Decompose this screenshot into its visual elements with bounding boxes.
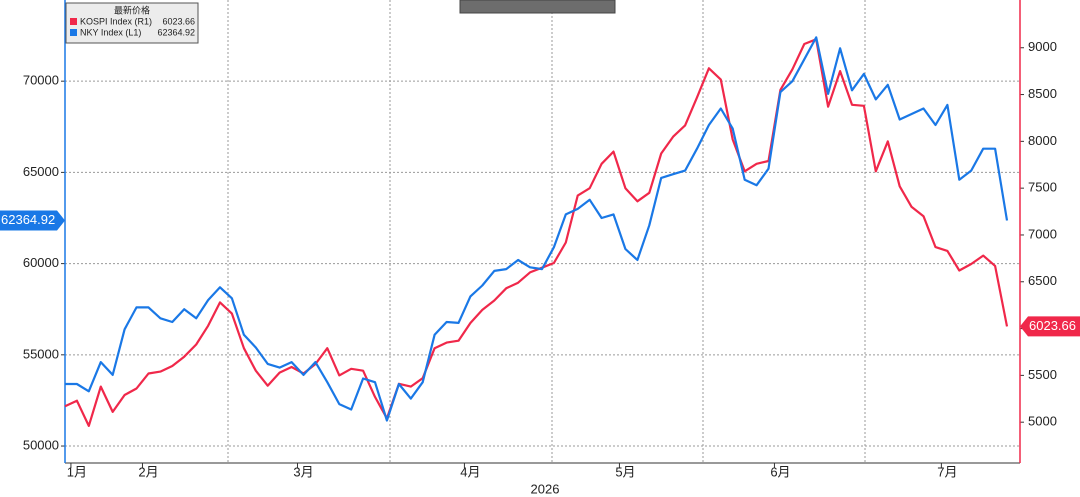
x-tick-label: 4月: [460, 464, 480, 479]
y-tick-label: 55000: [23, 346, 59, 361]
y2-tick-label: 9000: [1028, 39, 1057, 54]
legend-box: [65, 2, 199, 44]
x-tick-label: 7月: [937, 464, 957, 479]
toolbar[interactable]: [459, 0, 616, 14]
y2-tick-label: 8500: [1028, 86, 1057, 101]
y2-tick-label: 7500: [1028, 180, 1057, 195]
x-tick-label: 6月: [770, 464, 790, 479]
y2-tick-label: 6500: [1028, 273, 1057, 288]
last-value-badge: [0, 210, 65, 231]
legend-value: 62364.92: [157, 27, 195, 37]
y-tick-label: 65000: [23, 164, 59, 179]
series-line: [64, 38, 1009, 427]
x-tick-label: 3月: [293, 464, 313, 479]
y-tick-label: 50000: [23, 437, 59, 452]
plot-area: [61, 0, 1024, 468]
y2-tick-label: 5500: [1028, 367, 1057, 382]
y2-tick-label: 7000: [1028, 226, 1057, 241]
legend-value: 6023.66: [162, 16, 195, 26]
x-tick-label: 1月: [67, 464, 87, 479]
y2-tick-label: 8000: [1028, 133, 1057, 148]
y-tick-label: 60000: [23, 255, 59, 270]
x-tick-label: 2月: [138, 464, 158, 479]
legend-swatch: [70, 18, 77, 25]
series-line: [65, 36, 1009, 422]
last-value-label: 6023.66: [1029, 318, 1076, 333]
last-value-label: 62364.92: [1, 212, 55, 227]
y-tick-label: 70000: [23, 73, 59, 88]
x-tick-label: 5月: [615, 464, 635, 479]
y2-tick-label: 5000: [1028, 414, 1057, 429]
legend-label: NKY Index (L1): [80, 27, 141, 37]
last-value-badge: [1020, 316, 1080, 337]
legend-title: 最新价格: [114, 4, 150, 15]
x-axis-label: 2026: [531, 481, 560, 496]
legend-label: KOSPI Index (R1): [80, 16, 152, 26]
legend-swatch: [70, 29, 77, 36]
legend: 最新价格 KOSPI Index (R1) 6023.66 NKY Index (L…: [65, 2, 199, 44]
